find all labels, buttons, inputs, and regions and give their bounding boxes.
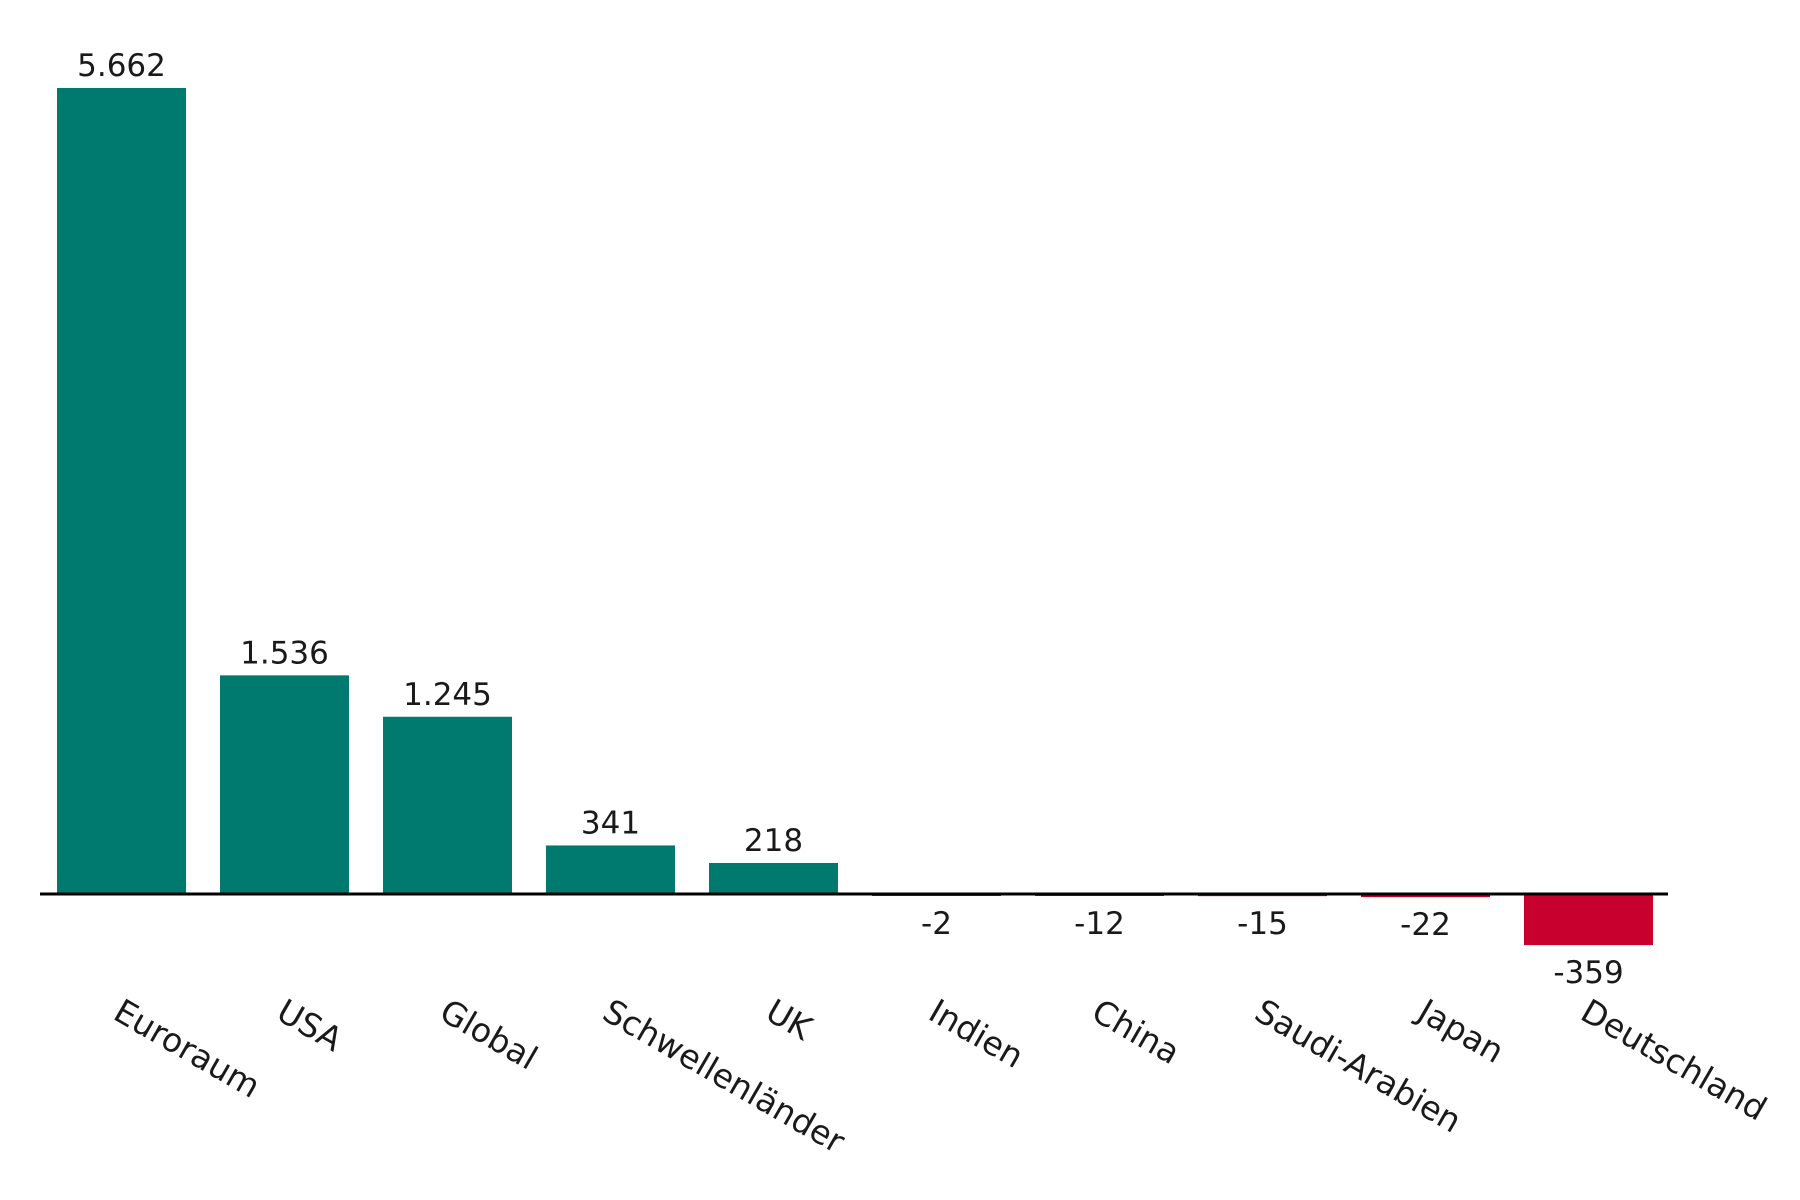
bar-japan [1361,894,1490,898]
category-label-deutschland: Deutschland [1575,991,1774,1128]
value-label-saudi-arabien: -15 [1237,906,1288,942]
value-label-japan: -22 [1400,907,1451,943]
value-label-china: -12 [1074,906,1125,942]
category-label-usa: USA [271,991,350,1059]
category-label-global: Global [434,991,545,1077]
bar-global [383,716,512,894]
category-label-indien: Indien [923,991,1031,1076]
value-label-global: 1.245 [403,677,492,713]
category-label-uk: UK [760,991,820,1048]
category-label-euroraum: Euroraum [108,991,267,1106]
value-label-indien: -2 [921,906,952,942]
bar-deutschland [1524,894,1653,946]
value-label-euroraum: 5.662 [77,48,166,84]
bar-uk [709,862,838,894]
value-label-schwellenländer: 341 [581,805,640,841]
value-label-uk: 218 [744,823,803,859]
category-label-china: China [1086,991,1187,1072]
category-label-japan: Japan [1410,990,1511,1071]
value-label-deutschland: -359 [1553,955,1623,991]
bar-euroraum [57,88,186,894]
value-labels: 5.662 1.536 1.245 341 218 -2 -12 -15 -22 -359 [77,48,1624,991]
bar-schwellenländer [546,845,675,894]
value-label-usa: 1.536 [240,635,329,671]
bars [57,88,1653,946]
bar-usa [220,675,349,894]
